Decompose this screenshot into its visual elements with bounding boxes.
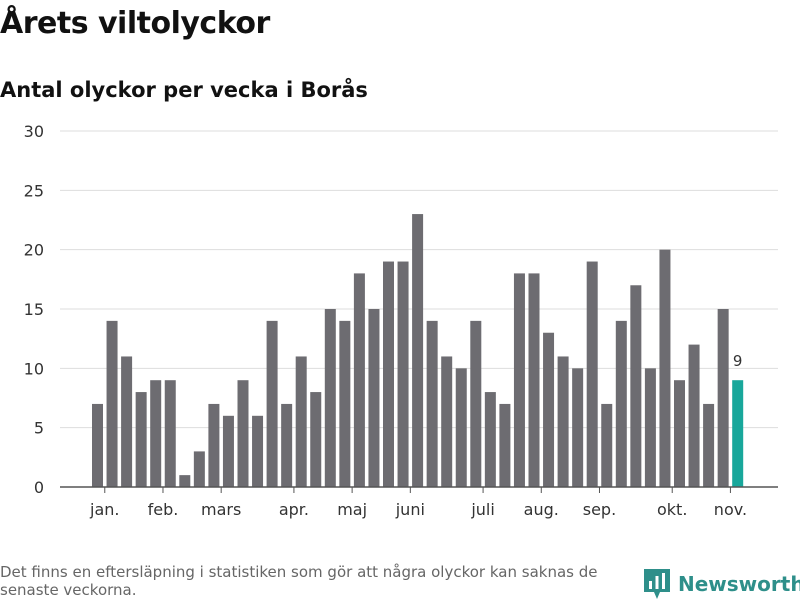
bar xyxy=(208,403,220,487)
newsworthy-chart-icon xyxy=(644,569,670,599)
bar xyxy=(92,403,103,487)
bar xyxy=(179,475,191,487)
bar xyxy=(717,309,729,487)
bar xyxy=(601,403,613,487)
bar xyxy=(193,451,205,487)
footnote: Det finns en eftersläpning i statistiken… xyxy=(0,563,598,599)
bar xyxy=(528,273,540,487)
y-tick-label: 25 xyxy=(24,181,44,200)
bar-chart: 0 5 10 15 20 25 30 9 jan. feb. mars apr. maj juni juli… xyxy=(24,122,778,519)
bar xyxy=(106,320,118,487)
bar-highlight xyxy=(732,380,744,487)
x-tick-label: mars xyxy=(201,500,241,519)
bar xyxy=(222,415,234,487)
bar xyxy=(703,403,715,487)
x-tick-label: sep. xyxy=(583,500,616,519)
bar xyxy=(383,261,394,487)
data-label: 9 xyxy=(733,352,743,370)
bar xyxy=(688,344,700,487)
bar xyxy=(353,273,365,487)
bar xyxy=(135,392,147,487)
bar xyxy=(426,320,438,487)
y-tick-label: 5 xyxy=(34,419,44,438)
brand-name: Newsworthy xyxy=(678,572,800,596)
bar xyxy=(455,368,467,487)
x-tick-label: feb. xyxy=(148,500,179,519)
y-tick-label: 30 xyxy=(24,122,44,141)
bar xyxy=(368,309,380,487)
y-tick-label: 0 xyxy=(34,478,44,497)
y-tick-label: 15 xyxy=(24,300,44,319)
x-tick-label: okt. xyxy=(657,500,687,519)
bar xyxy=(266,320,278,487)
bar xyxy=(659,249,671,487)
x-tick-label: aug. xyxy=(524,500,559,519)
bar xyxy=(324,309,336,487)
bar xyxy=(150,380,162,487)
bar xyxy=(543,332,555,487)
x-tick-label: jan. xyxy=(89,500,119,519)
chart-title: Årets viltolyckor xyxy=(0,6,270,41)
bar xyxy=(339,320,351,487)
bar xyxy=(615,320,627,487)
bar xyxy=(513,273,525,487)
x-tick-label: juni xyxy=(395,500,425,519)
bar xyxy=(557,356,569,487)
bar xyxy=(630,285,642,487)
bar xyxy=(164,380,176,487)
bar xyxy=(644,368,656,487)
bar xyxy=(412,214,424,488)
bar xyxy=(397,261,409,487)
bar xyxy=(281,403,293,487)
x-tick-label: apr. xyxy=(279,500,309,519)
bar xyxy=(237,380,249,487)
y-tick-label: 10 xyxy=(24,359,44,378)
x-tick-label: juli xyxy=(470,500,494,519)
chart-subtitle: Antal olyckor per vecka i Borås xyxy=(0,78,368,102)
bar xyxy=(295,356,307,487)
bar xyxy=(470,320,482,487)
bar xyxy=(310,392,322,487)
brand-logo: Newsworthy xyxy=(644,568,800,600)
bar xyxy=(121,356,133,487)
x-tick-label: nov. xyxy=(714,500,747,519)
bar xyxy=(484,392,496,487)
bar xyxy=(674,380,685,487)
x-tick-label: maj xyxy=(337,500,367,519)
bar xyxy=(252,415,264,487)
bar xyxy=(499,403,511,487)
bar xyxy=(441,356,453,487)
y-tick-label: 20 xyxy=(24,241,44,260)
bar xyxy=(572,368,584,487)
bar xyxy=(586,261,598,487)
